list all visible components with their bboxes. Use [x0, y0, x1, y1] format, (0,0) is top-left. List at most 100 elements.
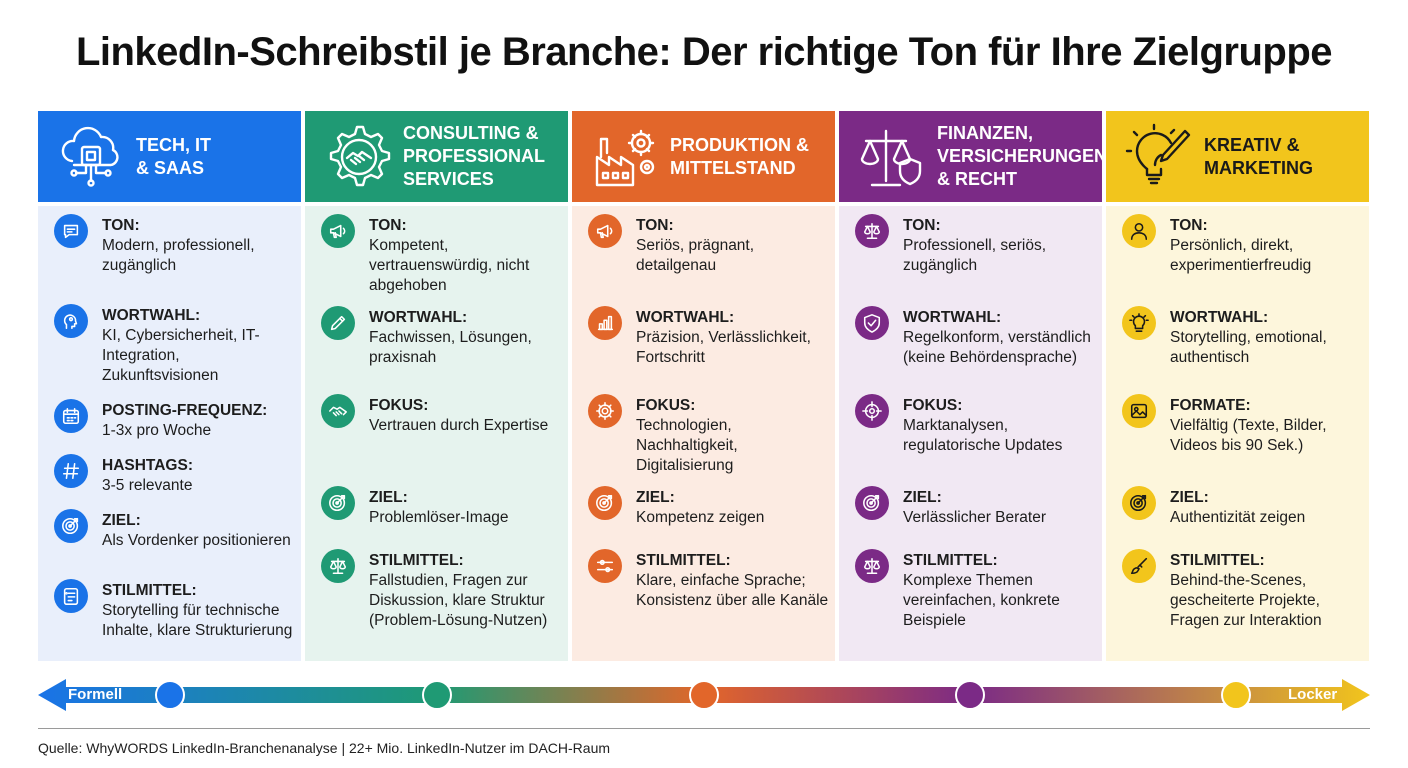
- info-text: TON: Kompetent, vertrauenswürdig, nicht a…: [369, 216, 565, 296]
- info-label: WORTWAHL:: [636, 309, 735, 326]
- info-text: TON: Seriös, prägnant, detailgenau: [636, 216, 832, 276]
- scale-label-locker: Locker: [1288, 686, 1338, 703]
- info-label: WORTWAHL:: [369, 309, 468, 326]
- info-value: Regelkonform, verständlich (keine Behörd…: [903, 329, 1091, 366]
- info-text: ZIEL: Problemlöser-Image: [369, 488, 565, 528]
- lightbulb-brush-icon: [1120, 121, 1200, 193]
- column-produktion: PRODUKTION & MITTELSTAND TON: Seriös, prä…: [572, 111, 835, 661]
- info-text: FOKUS: Vertrauen durch Expertise: [369, 396, 565, 436]
- info-label: WORTWAHL:: [1170, 309, 1269, 326]
- info-text: FORMATE: Vielfältig (Texte, Bilder, Video…: [1170, 396, 1366, 456]
- info-label: STILMITTEL:: [903, 552, 998, 569]
- crosshair-icon: [855, 394, 889, 428]
- lightbulb-icon: [1122, 306, 1156, 340]
- info-value: Komplexe Themen vereinfachen, konkrete B…: [903, 572, 1060, 629]
- info-value: Technologien, Nachhaltigkeit, Digitalisi…: [636, 417, 738, 474]
- scale-dot: [422, 680, 452, 710]
- page-title: LinkedIn-Schreibstil je Branche: Der ric…: [75, 30, 1333, 74]
- info-text: WORTWAHL: KI, Cybersicherheit, IT-Integra…: [102, 306, 298, 386]
- formality-scale: [38, 679, 1370, 711]
- info-label: ZIEL:: [369, 489, 408, 506]
- bar-chart-icon: [588, 306, 622, 340]
- info-label: TON:: [903, 217, 941, 234]
- column-finanzen: FINANZEN, VERSICHERUNGEN & RECHT TON: Pro…: [839, 111, 1107, 661]
- info-value: KI, Cybersicherheit, IT-Integration, Zuk…: [102, 327, 260, 384]
- brush-icon: [1122, 549, 1156, 583]
- info-text: FOKUS: Technologien, Nachhaltigkeit, Digi…: [636, 396, 832, 476]
- column-header: CONSULTING & PROFESSIONAL SERVICES: [305, 111, 568, 202]
- target-icon: [588, 486, 622, 520]
- gear-handshake-icon: [319, 121, 399, 193]
- info-label: FORMATE:: [1170, 397, 1251, 414]
- info-text: STILMITTEL: Komplexe Themen vereinfachen,…: [903, 551, 1099, 631]
- info-text: WORTWAHL: Storytelling, emotional, authen…: [1170, 308, 1366, 368]
- info-label: WORTWAHL:: [102, 307, 201, 324]
- person-icon: [1122, 214, 1156, 248]
- cloud-chip-icon: [52, 121, 132, 193]
- column-tech: TECH, IT & SAAS TON: Modern, professionel…: [38, 111, 301, 661]
- megaphone-icon: [588, 214, 622, 248]
- info-value: Kompetenz zeigen: [636, 509, 765, 526]
- info-value: Klare, einfache Sprache; Konsistenz über…: [636, 572, 829, 609]
- column-body: TON: Persönlich, direkt, experimentierfre…: [1106, 206, 1369, 661]
- shield-icon: [855, 306, 889, 340]
- column-title: TECH, IT & SAAS: [136, 134, 211, 178]
- info-value: Vertrauen durch Expertise: [369, 417, 549, 434]
- info-label: TON:: [636, 217, 674, 234]
- scale-dot: [689, 680, 719, 710]
- info-value: Seriös, prägnant, detailgenau: [636, 237, 755, 274]
- column-body: TON: Seriös, prägnant, detailgenau WORTWAH…: [572, 206, 835, 661]
- info-value: Professionell, seriös, zugänglich: [903, 237, 1047, 274]
- info-value: Präzision, Verlässlichkeit, Fortschritt: [636, 329, 811, 366]
- scale-label-formell: Formell: [68, 686, 123, 703]
- info-value: Authentizität zeigen: [1170, 509, 1306, 526]
- info-label: ZIEL:: [636, 489, 675, 506]
- info-value: Kompetent, vertrauenswürdig, nicht abgeh…: [369, 237, 530, 294]
- column-header: KREATIV & MARKETING: [1106, 111, 1369, 202]
- info-value: Fallstudien, Fragen zur Diskussion, klar…: [369, 572, 548, 629]
- info-text: TON: Modern, professionell, zugänglich: [102, 216, 298, 276]
- image-icon: [1122, 394, 1156, 428]
- column-title: KREATIV & MARKETING: [1204, 134, 1313, 178]
- info-value: Storytelling für technische Inhalte, kla…: [102, 602, 293, 639]
- factory-gears-icon: [586, 121, 666, 193]
- column-header: FINANZEN, VERSICHERUNGEN & RECHT: [839, 111, 1107, 202]
- info-text: TON: Persönlich, direkt, experimentierfre…: [1170, 216, 1366, 276]
- info-label: WORTWAHL:: [903, 309, 1002, 326]
- info-label: STILMITTEL:: [369, 552, 464, 569]
- target-icon: [855, 486, 889, 520]
- column-body: TON: Kompetent, vertrauenswürdig, nicht a…: [305, 206, 568, 661]
- column-header: TECH, IT & SAAS: [38, 111, 301, 202]
- info-text: WORTWAHL: Präzision, Verlässlichkeit, For…: [636, 308, 832, 368]
- info-label: STILMITTEL:: [636, 552, 731, 569]
- source-note: Quelle: WhyWORDS LinkedIn-Branchenanalys…: [38, 740, 611, 756]
- info-text: FOKUS: Marktanalysen, regulatorische Upda…: [903, 396, 1099, 456]
- scale-icon: [855, 214, 889, 248]
- info-value: Als Vordenker positionieren: [102, 532, 291, 549]
- info-value: Modern, professionell, zugänglich: [102, 237, 255, 274]
- info-text: ZIEL: Kompetenz zeigen: [636, 488, 832, 528]
- info-value: Vielfältig (Texte, Bilder, Videos bis 90…: [1170, 417, 1327, 454]
- info-label: TON:: [102, 217, 140, 234]
- handshake-icon: [321, 394, 355, 428]
- calendar-icon: [54, 399, 88, 433]
- info-label: ZIEL:: [903, 489, 942, 506]
- info-label: STILMITTEL:: [1170, 552, 1265, 569]
- info-text: STILMITTEL: Behind-the-Scenes, gescheiter…: [1170, 551, 1366, 631]
- info-value: Verlässlicher Berater: [903, 509, 1047, 526]
- info-label: FOKUS:: [903, 397, 963, 414]
- info-value: Fachwissen, Lösungen, praxisnah: [369, 329, 532, 366]
- column-consulting: CONSULTING & PROFESSIONAL SERVICES TON: K…: [305, 111, 568, 661]
- info-text: WORTWAHL: Fachwissen, Lösungen, praxisnah: [369, 308, 565, 368]
- info-text: HASHTAGS: 3-5 relevante: [102, 456, 298, 496]
- column-title: CONSULTING & PROFESSIONAL SERVICES: [403, 123, 546, 189]
- scale-dot: [155, 680, 185, 710]
- info-label: STILMITTEL:: [102, 582, 197, 599]
- info-text: STILMITTEL: Fallstudien, Fragen zur Disku…: [369, 551, 565, 631]
- column-body: TON: Professionell, seriös, zugänglich WOR…: [839, 206, 1102, 661]
- info-value: Behind-the-Scenes, gescheiterte Projekte…: [1170, 572, 1322, 629]
- document-icon: [54, 579, 88, 613]
- info-text: ZIEL: Verlässlicher Berater: [903, 488, 1099, 528]
- pencil-icon: [321, 306, 355, 340]
- info-text: STILMITTEL: Storytelling für technische I…: [102, 581, 298, 641]
